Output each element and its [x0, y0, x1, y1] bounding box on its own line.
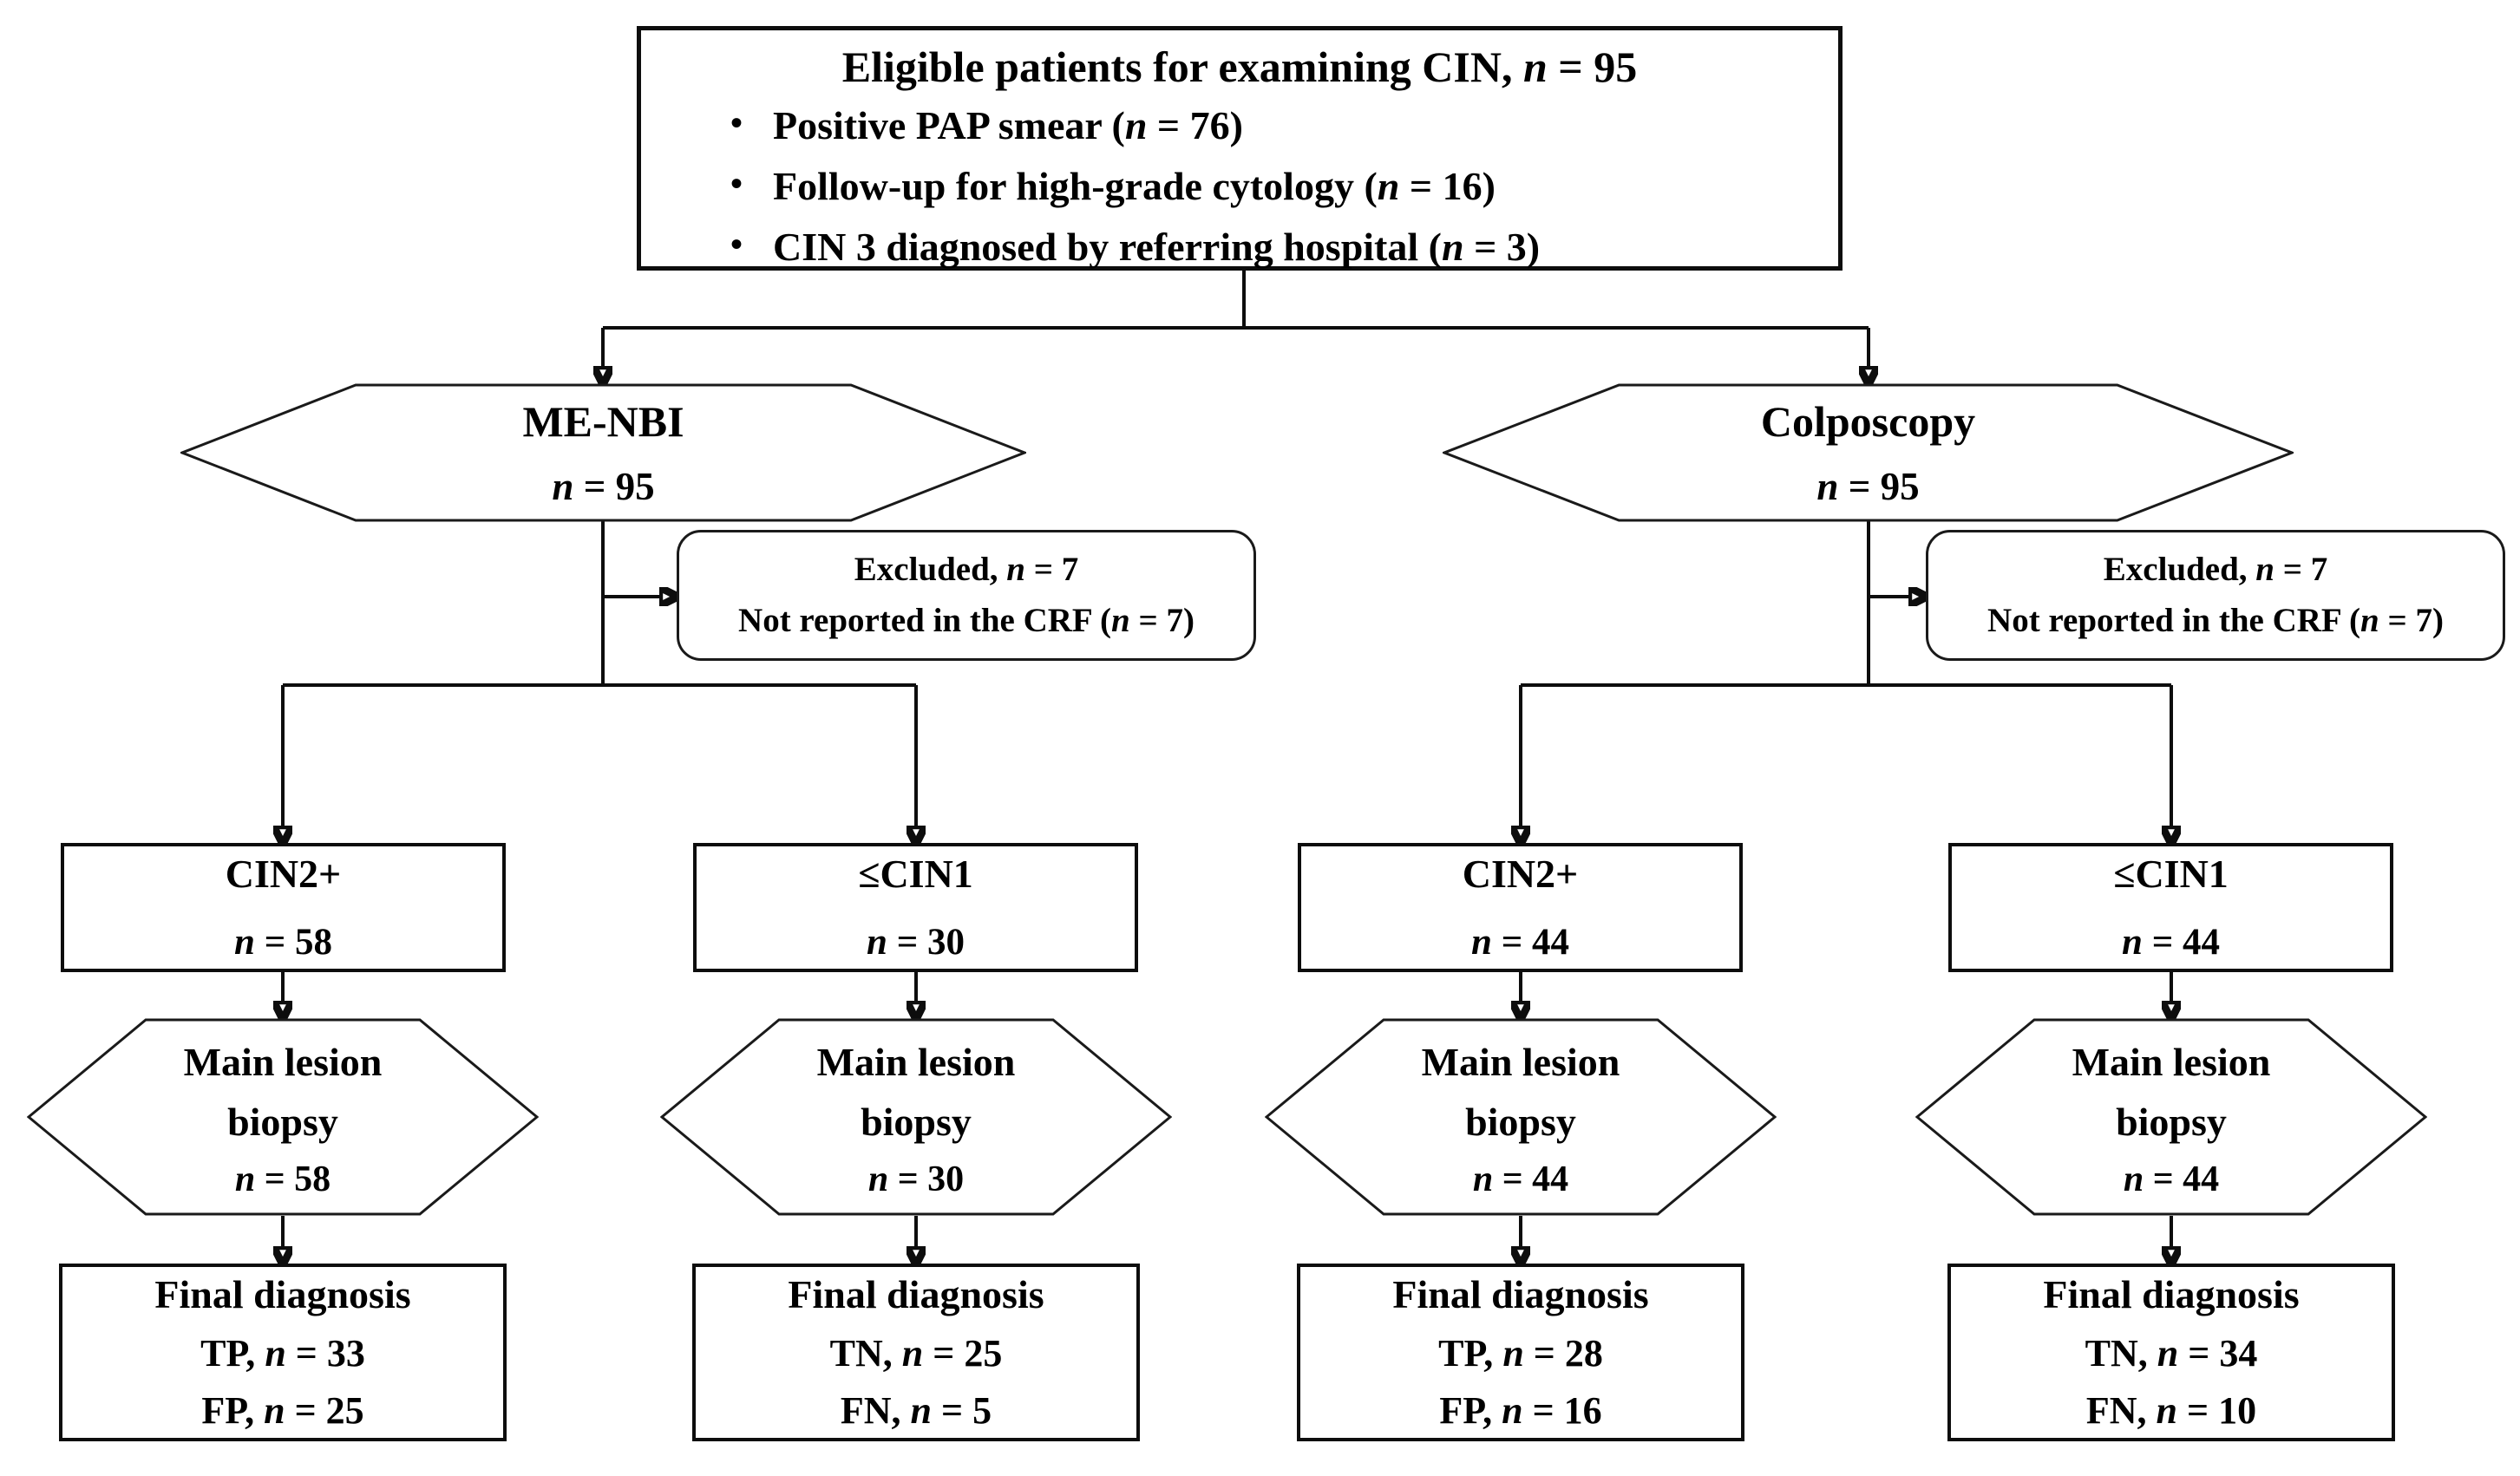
biopsy-line2: biopsy	[227, 1099, 338, 1144]
bullet-item: • Follow-up for high-grade cytology (n =…	[667, 156, 1812, 217]
group-count: n = 44	[1471, 922, 1569, 963]
final-diagnosis-box-1: Final diagnosis TP, n = 33 FP, n = 25	[59, 1264, 507, 1441]
excluded-line1: Excluded, n = 7	[2103, 551, 2328, 588]
final-title: Final diagnosis	[1392, 1271, 1649, 1316]
final-line2: FN, n = 10	[2085, 1389, 2257, 1433]
final-line2: FP, n = 25	[201, 1389, 364, 1433]
final-line1: TP, n = 28	[1438, 1331, 1603, 1375]
excluded-line2: Not reported in the CRF (n = 7)	[1987, 601, 2444, 639]
hexagon-shape	[660, 1018, 1172, 1216]
biopsy-count: n = 30	[867, 1159, 965, 1199]
final-line2: FP, n = 16	[1439, 1389, 1602, 1433]
excluded-line1: Excluded, n = 7	[854, 551, 1079, 588]
hexagon-shape	[180, 383, 1026, 522]
branch-count: n = 95	[552, 465, 655, 509]
cin2-box-colposcopy: CIN2+ n = 44	[1298, 843, 1743, 972]
bullet-dot: •	[730, 103, 743, 142]
group-count: n = 44	[2122, 922, 2220, 963]
biopsy-hexagon-2: Main lesion biopsy n = 30	[660, 1018, 1172, 1216]
final-line1: TN, n = 34	[2085, 1331, 2258, 1375]
bullet-dot: •	[730, 163, 743, 203]
group-label: CIN2+	[225, 851, 342, 896]
excluded-box-colposcopy: Excluded, n = 7 Not reported in the CRF …	[1926, 530, 2505, 661]
biopsy-line1: Main lesion	[183, 1039, 383, 1084]
colposcopy-hexagon: Colposcopy n = 95	[1443, 383, 2294, 522]
biopsy-line1: Main lesion	[1421, 1039, 1620, 1084]
final-title: Final diagnosis	[788, 1271, 1044, 1316]
group-count: n = 58	[234, 922, 332, 963]
final-diagnosis-box-4: Final diagnosis TN, n = 34 FN, n = 10	[1947, 1264, 2395, 1441]
cin2-box-menbi: CIN2+ n = 58	[61, 843, 506, 972]
hexagon-shape	[1265, 1018, 1777, 1216]
eligible-patients-box: Eligible patients for examining CIN, n =…	[637, 26, 1843, 271]
final-title: Final diagnosis	[2043, 1271, 2300, 1316]
group-label: ≤CIN1	[858, 851, 973, 896]
biopsy-line2: biopsy	[861, 1099, 972, 1144]
final-diagnosis-box-2: Final diagnosis TN, n = 25 FN, n = 5	[692, 1264, 1140, 1441]
bullet-text-cin3-referred: CIN 3 diagnosed by referring hospital (n…	[773, 224, 1541, 269]
bullet-item: • Positive PAP smear (n = 76)	[667, 95, 1812, 156]
hexagon-shape	[1915, 1018, 2427, 1216]
final-line1: TP, n = 33	[200, 1331, 365, 1375]
final-title: Final diagnosis	[154, 1271, 411, 1316]
group-count: n = 30	[867, 922, 965, 963]
biopsy-count: n = 44	[1472, 1159, 1569, 1199]
bullet-text-follow-up: Follow-up for high-grade cytology (n = 1…	[773, 163, 1496, 208]
cin1-box-colposcopy: ≤CIN1 n = 44	[1948, 843, 2393, 972]
biopsy-hexagon-1: Main lesion biopsy n = 58	[27, 1018, 539, 1216]
bullet-dot: •	[730, 224, 743, 264]
group-label: ≤CIN1	[2113, 851, 2229, 896]
cin1-box-menbi: ≤CIN1 n = 30	[693, 843, 1138, 972]
group-label: CIN2+	[1462, 851, 1579, 896]
excluded-line2: Not reported in the CRF (n = 7)	[738, 601, 1195, 639]
biopsy-line1: Main lesion	[816, 1039, 1016, 1084]
excluded-box-menbi: Excluded, n = 7 Not reported in the CRF …	[677, 530, 1256, 661]
eligible-title: Eligible patients for examining CIN, n =…	[841, 42, 1638, 91]
final-line2: FN, n = 5	[840, 1389, 992, 1433]
biopsy-line2: biopsy	[1465, 1099, 1576, 1144]
biopsy-count: n = 58	[234, 1159, 331, 1199]
biopsy-hexagon-4: Main lesion biopsy n = 44	[1915, 1018, 2427, 1216]
menbi-hexagon: ME-NBI n = 95	[180, 383, 1026, 522]
branch-count: n = 95	[1816, 465, 1920, 509]
hexagon-shape	[27, 1018, 539, 1216]
hexagon-shape	[1443, 383, 2294, 522]
branch-name: Colposcopy	[1760, 396, 1976, 446]
final-line1: TN, n = 25	[829, 1331, 1003, 1375]
branch-name: ME-NBI	[522, 396, 684, 446]
bullet-item: • CIN 3 diagnosed by referring hospital …	[667, 217, 1812, 278]
final-diagnosis-box-3: Final diagnosis TP, n = 28 FP, n = 16	[1297, 1264, 1744, 1441]
biopsy-hexagon-3: Main lesion biopsy n = 44	[1265, 1018, 1777, 1216]
biopsy-line2: biopsy	[2116, 1099, 2227, 1144]
biopsy-count: n = 44	[2123, 1159, 2220, 1199]
bullet-text-pap-smear: Positive PAP smear (n = 76)	[773, 103, 1243, 147]
biopsy-line1: Main lesion	[2072, 1039, 2271, 1084]
